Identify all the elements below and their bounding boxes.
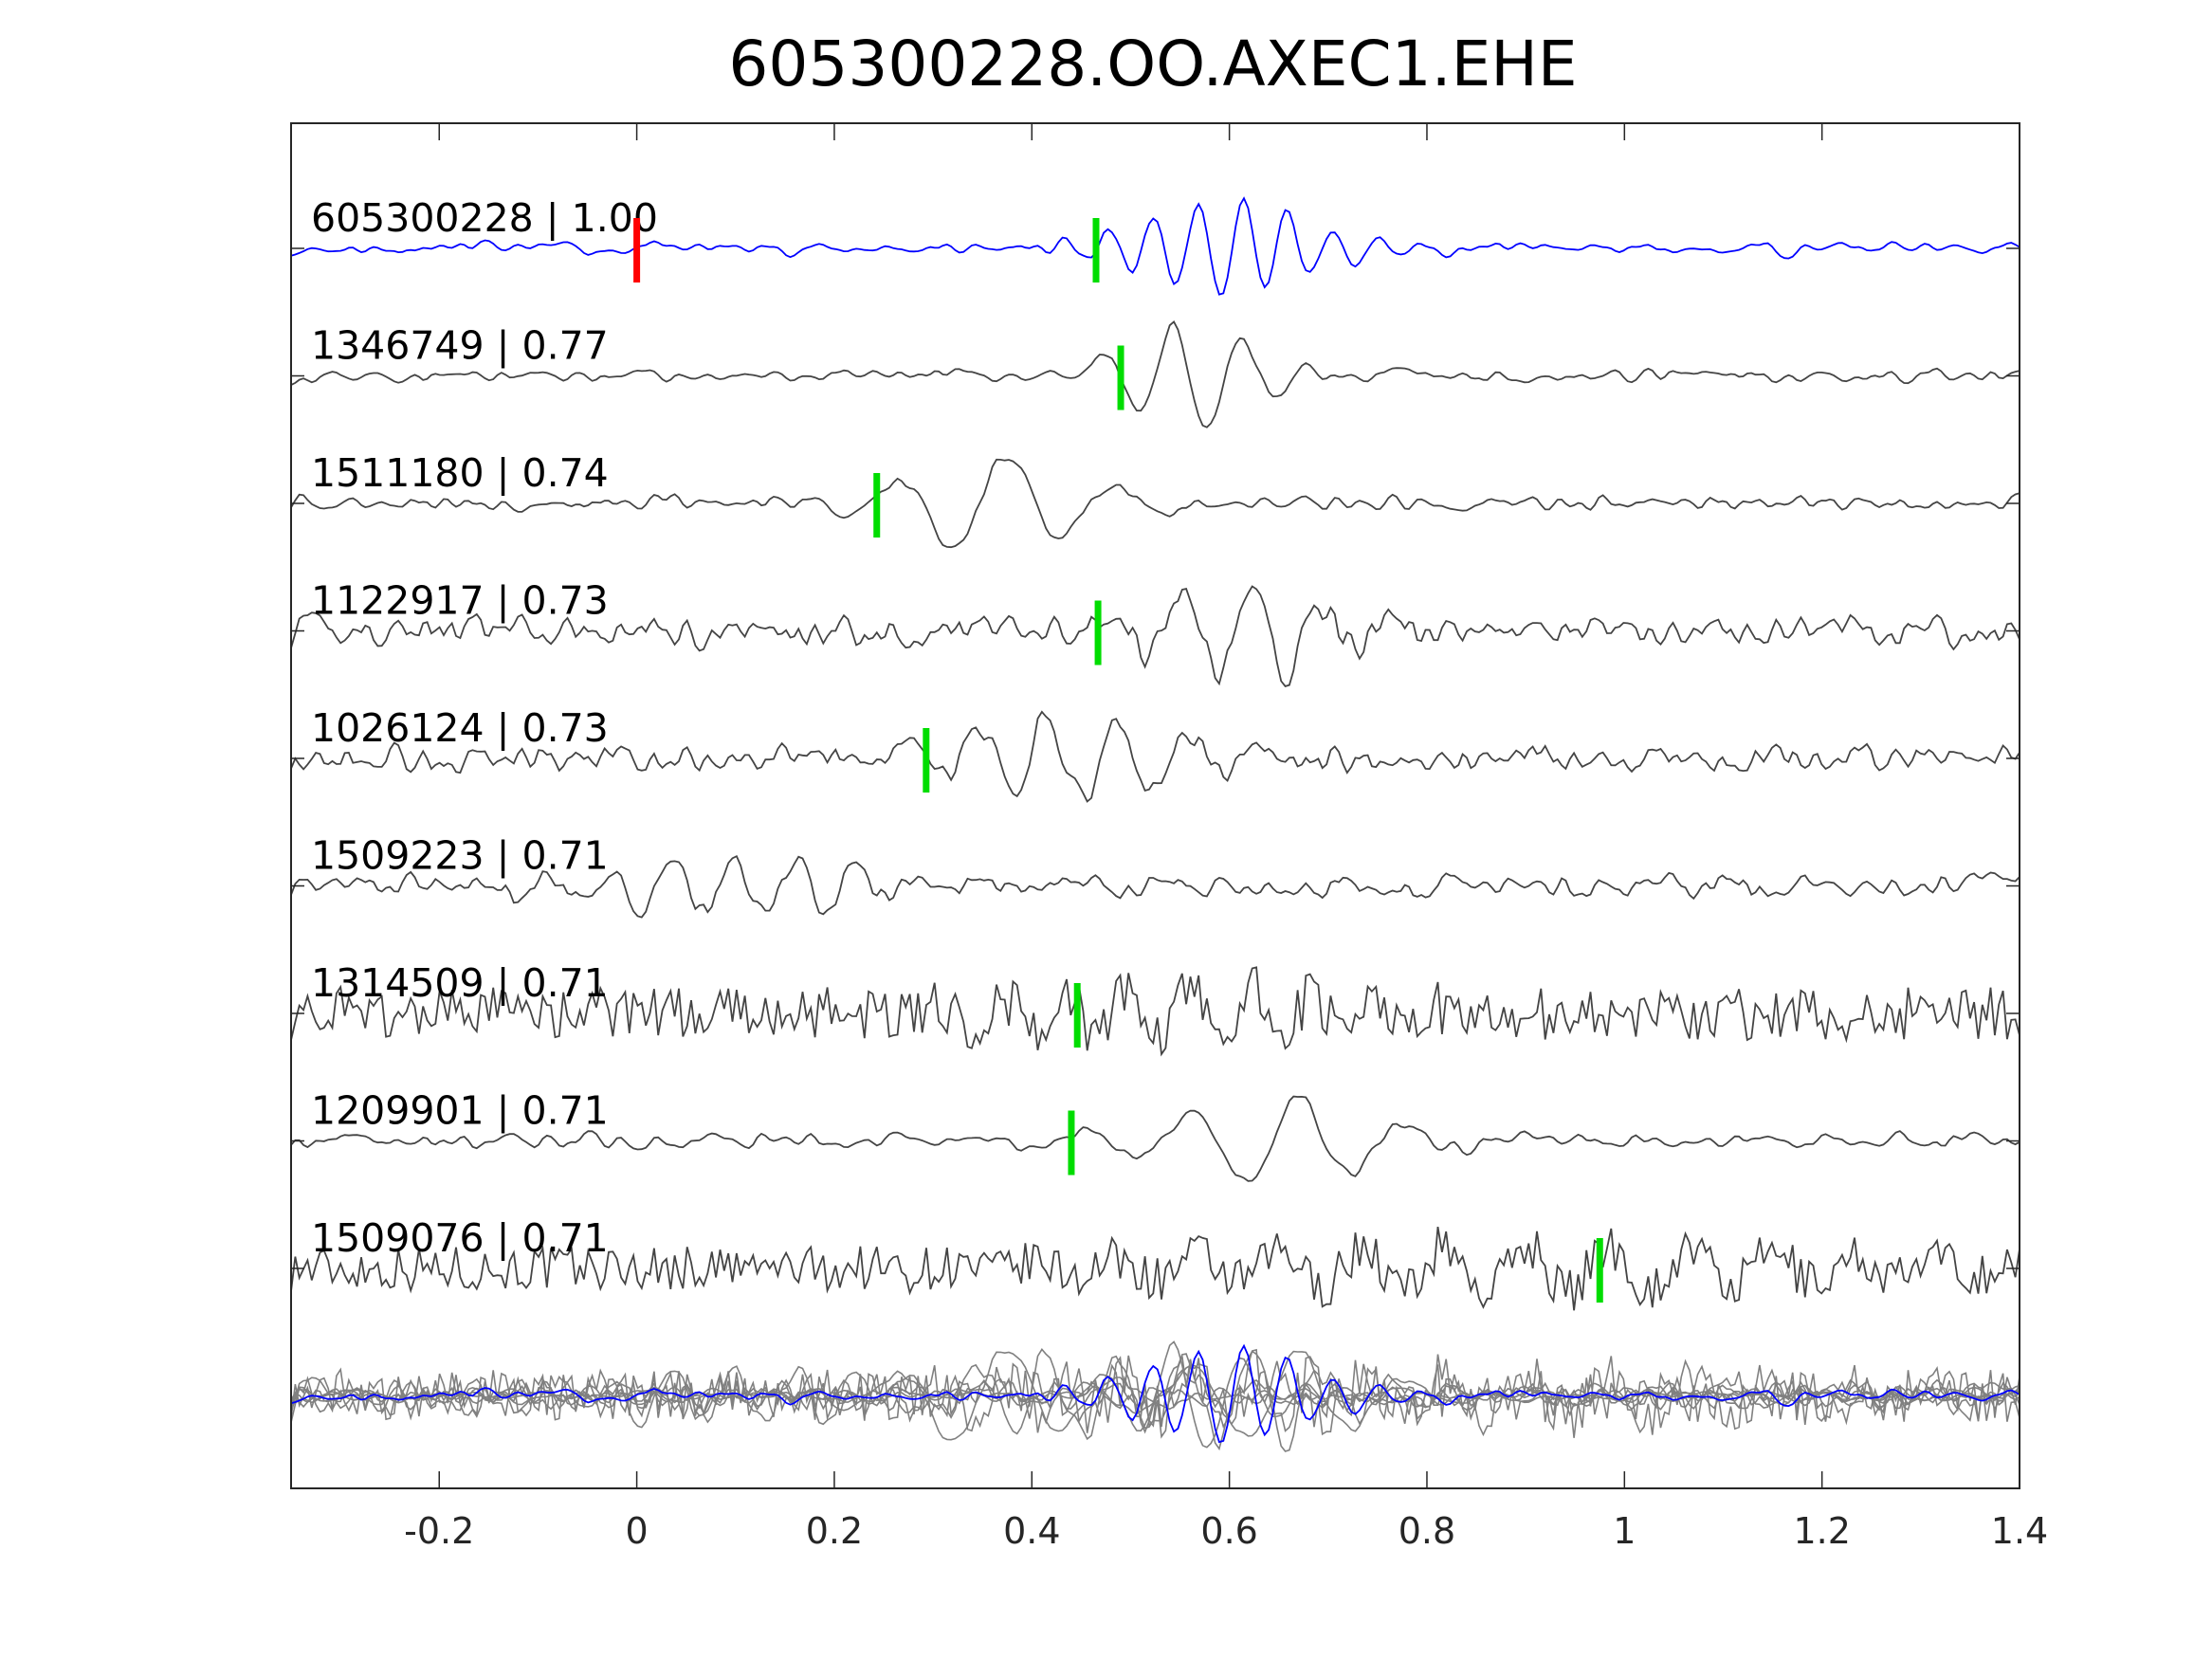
waveform-trace-605300228 bbox=[290, 196, 2020, 296]
stack-overlay-trace bbox=[290, 1348, 2020, 1441]
trace-label: 1209901 | 0.71 bbox=[311, 1088, 609, 1134]
x-tick-label: 0.6 bbox=[1200, 1510, 1257, 1552]
x-tick-label: 0.2 bbox=[806, 1510, 863, 1552]
trace-label: 1026124 | 0.73 bbox=[311, 705, 609, 751]
x-tick-label: 0 bbox=[626, 1510, 649, 1552]
trace-label: 1122917 | 0.73 bbox=[311, 578, 609, 624]
waveform-trace-1509076 bbox=[290, 1226, 2020, 1311]
trace-label: 1346749 | 0.77 bbox=[311, 323, 609, 369]
x-tick-label: 1.4 bbox=[1991, 1510, 2048, 1552]
waveform-trace-1209901 bbox=[290, 1095, 2020, 1182]
waveform-trace-1026124 bbox=[290, 710, 2020, 803]
waveform-trace-1509223 bbox=[290, 854, 2020, 919]
trace-label: 1314509 | 0.71 bbox=[311, 960, 609, 1006]
x-tick-label: 0.8 bbox=[1398, 1510, 1455, 1552]
chart-title: 605300228.OO.AXEC1.EHE bbox=[728, 27, 1577, 100]
waveform-trace-1511180 bbox=[290, 458, 2020, 549]
waveform-trace-1346749 bbox=[290, 319, 2020, 428]
x-tick-label: 0.4 bbox=[1003, 1510, 1060, 1552]
stack-overlay-trace bbox=[290, 1365, 2020, 1429]
x-tick-label: 1.2 bbox=[1793, 1510, 1850, 1552]
waveform-trace-1314509 bbox=[290, 966, 2020, 1057]
stack-template-trace bbox=[290, 1343, 2020, 1444]
x-tick-label: -0.2 bbox=[404, 1510, 474, 1552]
trace-label: 1511180 | 0.74 bbox=[311, 450, 609, 496]
waveform-trace-1122917 bbox=[290, 585, 2020, 687]
trace-label: 1509223 | 0.71 bbox=[311, 833, 609, 879]
x-tick-label: 1 bbox=[1613, 1510, 1636, 1552]
plot-frame bbox=[290, 122, 2020, 1489]
trace-label: 605300228 | 1.00 bbox=[311, 195, 658, 241]
trace-label: 1509076 | 0.71 bbox=[311, 1215, 609, 1261]
